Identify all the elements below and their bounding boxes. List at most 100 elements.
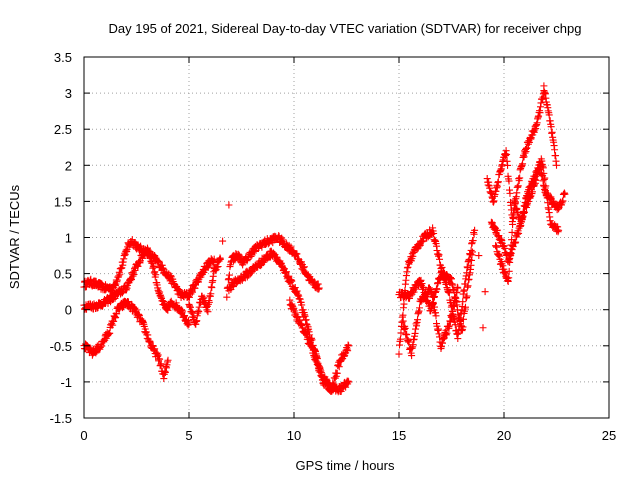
data-point (217, 255, 224, 263)
data-point (499, 262, 507, 270)
grid-lines (84, 57, 609, 418)
data-point (205, 298, 213, 306)
data-point (469, 237, 477, 245)
data-point (505, 274, 513, 282)
data-point (505, 267, 513, 275)
data-point (399, 311, 407, 319)
x-axis-label: GPS time / hours (296, 458, 395, 473)
data-point (345, 378, 353, 386)
x-tick-label: 0 (80, 428, 87, 443)
x-tick-label: 20 (497, 428, 511, 443)
data-point (452, 294, 460, 302)
data-point (475, 252, 483, 260)
data-point (408, 352, 416, 360)
data-point (479, 324, 487, 332)
data-point (164, 356, 172, 364)
y-tick-label: 2.5 (54, 122, 72, 137)
data-point (540, 169, 548, 177)
y-tick-label: 2 (65, 158, 72, 173)
data-point (154, 351, 162, 359)
data-point (399, 317, 407, 325)
data-point (514, 182, 522, 190)
data-point (555, 226, 563, 234)
y-axis-label: SDTVAR / TECUs (7, 184, 22, 289)
data-point (128, 276, 135, 284)
y-tick-label: 1.5 (54, 194, 72, 209)
x-axis-ticks: 0 5 10 15 20 25 (80, 57, 616, 443)
data-point (155, 257, 163, 265)
data-point (459, 323, 467, 331)
data-point (146, 251, 154, 259)
y-tick-label: 1 (65, 231, 72, 246)
x-tick-label: 5 (185, 428, 192, 443)
data-point (204, 308, 212, 316)
data-point (541, 174, 549, 182)
data-point (330, 381, 338, 389)
data-point (135, 312, 143, 320)
data-point (219, 237, 227, 245)
data-point (516, 174, 524, 182)
x-tick-label: 15 (392, 428, 406, 443)
data-point (179, 307, 187, 315)
y-tick-label: 3 (65, 86, 72, 101)
data-point (335, 363, 343, 371)
data-point (462, 303, 469, 311)
data-point (521, 208, 529, 216)
y-tick-label: -1.5 (50, 411, 72, 426)
data-points (80, 82, 569, 396)
data-point (469, 248, 476, 256)
data-point (395, 350, 403, 358)
data-point (542, 182, 550, 190)
data-point (509, 220, 517, 228)
data-point (459, 298, 467, 306)
data-point (520, 153, 528, 161)
data-point (161, 368, 169, 376)
y-tick-label: 0 (65, 303, 72, 318)
data-point (505, 177, 513, 185)
data-point (345, 342, 353, 350)
data-point (506, 189, 514, 197)
data-point (185, 320, 193, 328)
data-point (416, 304, 424, 312)
chart-title: Day 195 of 2021, Sidereal Day-to-day VTE… (108, 21, 581, 36)
data-point (404, 263, 412, 271)
data-point (446, 318, 454, 326)
data-point (535, 165, 543, 173)
data-point (464, 282, 472, 290)
y-axis-ticks: -1.5 -1 -0.5 0 0.5 1 1.5 2 2.5 3 3.5 (50, 50, 609, 426)
data-point (188, 288, 196, 296)
data-point (430, 299, 437, 307)
data-point (547, 123, 555, 131)
y-tick-label: -1 (60, 375, 72, 390)
data-point (225, 201, 233, 209)
data-point (519, 160, 527, 168)
data-point (460, 315, 467, 323)
y-tick-label: 3.5 (54, 50, 72, 65)
data-point (405, 338, 413, 346)
x-tick-label: 10 (287, 428, 301, 443)
data-point (430, 229, 438, 237)
data-point (431, 303, 438, 311)
data-point (504, 161, 512, 169)
x-tick-label: 25 (602, 428, 616, 443)
data-point (503, 150, 511, 158)
data-point (400, 300, 408, 308)
data-point (333, 369, 341, 377)
data-point (200, 294, 208, 302)
data-point (551, 146, 559, 154)
data-point (511, 198, 519, 206)
data-point (443, 329, 451, 337)
data-point (545, 111, 553, 119)
data-point (396, 335, 404, 343)
data-point (481, 288, 489, 296)
data-point (536, 109, 544, 117)
data-point (223, 293, 231, 301)
y-tick-label: 0.5 (54, 267, 72, 282)
data-point (553, 161, 560, 169)
data-point (451, 321, 459, 329)
data-point (471, 226, 479, 234)
data-point (512, 238, 520, 246)
data-point (494, 178, 502, 186)
data-point (156, 355, 164, 363)
